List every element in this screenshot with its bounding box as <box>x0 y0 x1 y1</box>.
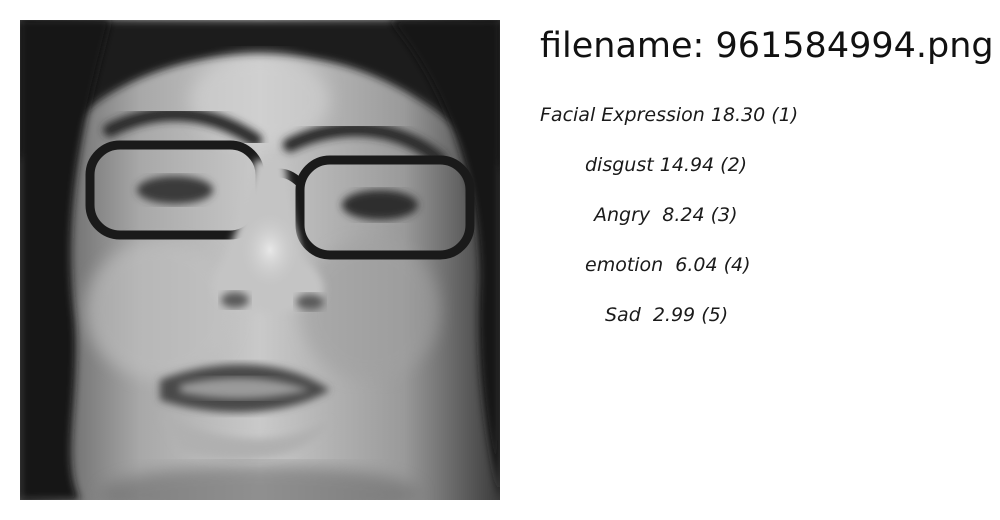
prediction-4: emotion 6.04 (4) <box>585 254 751 276</box>
prediction-2: disgust 14.94 (2) <box>585 154 748 176</box>
face-photo-drawing <box>20 20 500 500</box>
face-photo <box>20 20 500 500</box>
prediction-1: Facial Expression 18.30 (1) <box>540 104 799 126</box>
prediction-5: Sad 2.99 (5) <box>605 304 729 326</box>
prediction-3: Angry 8.24 (3) <box>594 204 738 226</box>
filename-label: filename: 961584994.png <box>540 26 994 66</box>
